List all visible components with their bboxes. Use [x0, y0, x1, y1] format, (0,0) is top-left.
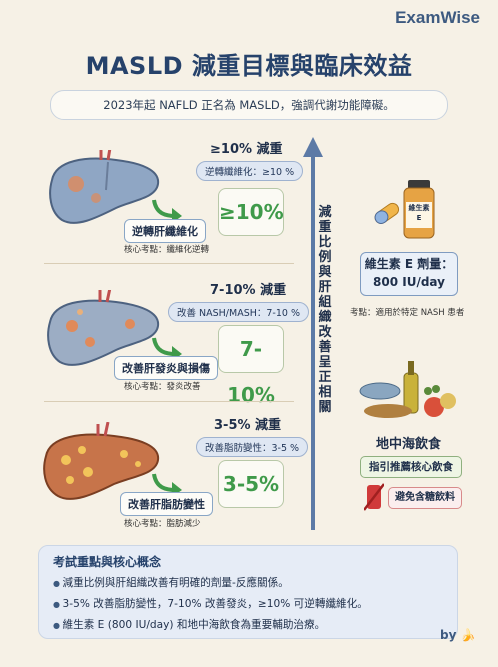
vitamin-dose-label: 維生素 E 劑量： — [364, 257, 454, 271]
vitamin-bottle-label: 維生素 E — [408, 204, 430, 222]
byline: by 🍌 — [440, 628, 476, 642]
summary-list: 減重比例與肝組織改善有明確的劑量-反應關係。 3-5% 改善脂肪變性，7-10%… — [53, 573, 368, 636]
mediterranean-tag: 指引推薦核心飲食 — [360, 456, 462, 478]
mediterranean-food-icon — [359, 361, 456, 418]
panel-3-pill: 改善脂肪變性：3-5 % — [196, 437, 309, 457]
vitamin-note: 考點：適用於特定 NASH 患者 — [350, 308, 465, 318]
summary-heading: 考試重點與核心概念 — [53, 555, 162, 569]
vertical-label: 減重比例與肝組織改善呈正相關 — [318, 205, 332, 415]
liver-inflammation-illustration — [47, 290, 160, 366]
panel-2-pill: 改善 NASH/MASH：7-10 % — [168, 302, 309, 322]
summary-box: 考試重點與核心概念 減重比例與肝組織改善有明確的劑量-反應關係。 3-5% 改善… — [38, 545, 458, 639]
vitamin-dose-value: 800 IU/day — [373, 275, 445, 289]
panel-divider — [44, 401, 294, 402]
panel-2-tag: 改善肝發炎與損傷 — [114, 356, 218, 380]
page-title: MASLD 減重目標與臨床效益 — [85, 52, 413, 80]
vitamin-dose-box: 維生素 E 劑量： 800 IU/day — [360, 252, 458, 296]
vitamin-e-bottle-icon — [374, 180, 435, 239]
panel-1-tag: 逆轉肝纖維化 — [124, 219, 206, 243]
summary-item: 減重比例與肝組織改善有明確的劑量-反應關係。 — [53, 573, 368, 594]
panel-2-percent: 7-10% — [218, 325, 284, 407]
panel-2-note: 核心考點：發炎改善 — [124, 382, 201, 392]
liver-steatosis-illustration — [43, 422, 160, 500]
panel-3-percent: 3-5% — [218, 460, 284, 508]
panel-1-pill: 逆轉纖維化：≥10 % — [196, 161, 304, 181]
panel-1-heading: ≥10% 減重 — [210, 142, 283, 157]
byline-text: by — [440, 628, 457, 642]
panel-1-percent: ≥10% — [218, 188, 284, 236]
panel-3-heading: 3-5% 減重 — [214, 418, 282, 433]
panel-2-heading: 7-10% 減重 — [210, 283, 287, 298]
subtitle-banner: 2023年起 NAFLD 正名為 MASLD，強調代謝功能障礙。 — [50, 90, 448, 120]
brand-logo: ExamWise — [395, 8, 480, 27]
panel-3-note: 核心考點：脂肪減少 — [124, 519, 201, 529]
mediterranean-heading: 地中海飲食 — [376, 437, 442, 452]
banana-icon: 🍌 — [460, 628, 476, 642]
panel-3-tag: 改善肝脂肪變性 — [120, 492, 213, 516]
soda-can-icon — [364, 483, 384, 511]
summary-item: 維生素 E (800 IU/day) 和地中海飲食為重要輔助治療。 — [53, 615, 368, 636]
panel-1-note: 核心考點：纖維化逆轉 — [124, 245, 210, 255]
panel-divider — [44, 263, 294, 264]
summary-item: 3-5% 改善脂肪變性，7-10% 改善發炎，≥10% 可逆轉纖維化。 — [53, 594, 368, 615]
liver-fibrosis-illustration — [49, 150, 160, 224]
vertical-up-arrow-icon — [303, 137, 323, 530]
avoid-sugary-drinks-tag: 避免含糖飲料 — [388, 487, 462, 509]
